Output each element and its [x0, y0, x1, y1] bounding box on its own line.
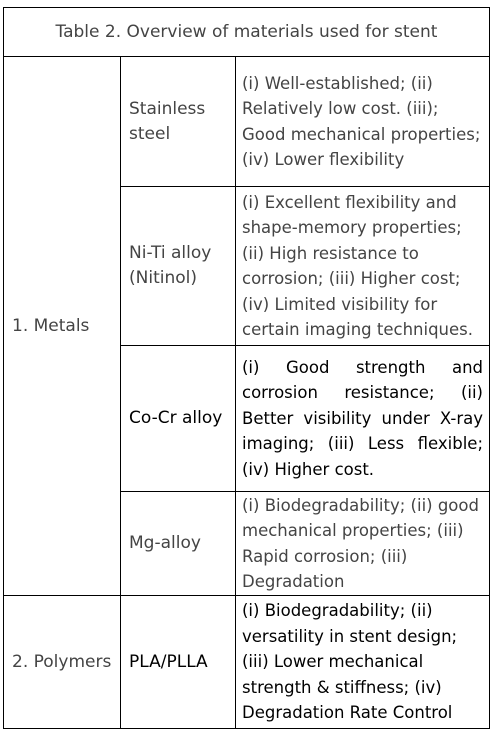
description-cell-nitinol: (i) Excellent flexibility and shape-memo…	[236, 187, 489, 346]
material-cell-mg-alloy: Mg-alloy	[121, 492, 236, 596]
material-cell-nitinol: Ni-Ti alloy (Nitinol)	[121, 187, 236, 346]
table-title: Table 2. Overview of materials used for …	[4, 8, 489, 57]
group-label-metals: 1. Metals	[4, 57, 121, 596]
description-cell-co-cr: (i) Good strength and corrosion resistan…	[236, 346, 489, 492]
material-cell-co-cr: Co-Cr alloy	[121, 346, 236, 492]
description-cell-stainless-steel: (i) Well-established; (ii) Relatively lo…	[236, 57, 489, 187]
materials-table: Table 2. Overview of materials used for …	[3, 7, 490, 729]
material-cell-stainless-steel: Stainless steel	[121, 57, 236, 187]
description-cell-mg-alloy: (i) Biodegradability; (ii) good mechanic…	[236, 492, 489, 596]
material-cell-pla-plla: PLA/PLLA	[121, 596, 236, 728]
group-label-polymers: 2. Polymers	[4, 596, 121, 728]
description-cell-pla-plla: (i) Biodegradability; (ii) versatility i…	[242, 601, 458, 723]
